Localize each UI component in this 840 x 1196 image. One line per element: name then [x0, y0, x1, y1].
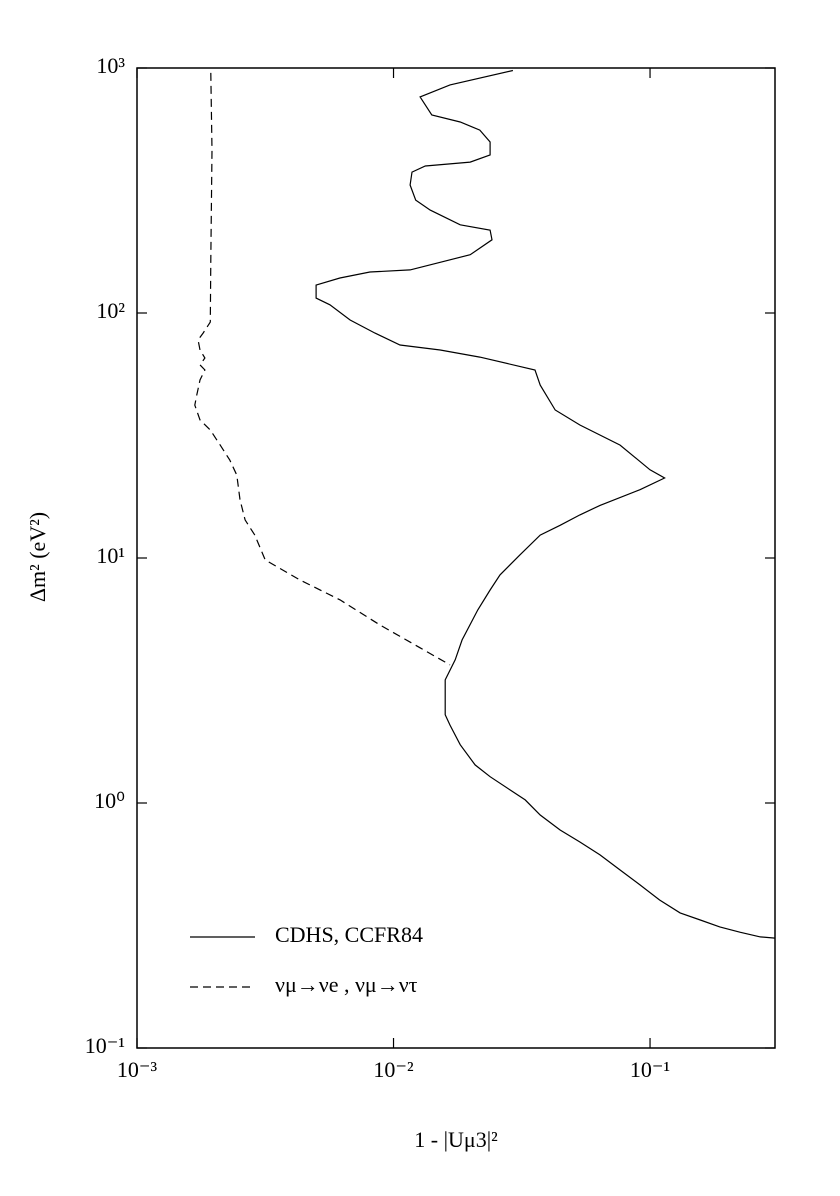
legend-label: νμ→νe , νμ→ντ	[275, 972, 418, 997]
series-line	[315, 69, 776, 939]
x-tick-label: 10⁻³	[117, 1057, 158, 1082]
plot-frame	[136, 67, 776, 1049]
y-tick-label: 10²	[96, 298, 125, 323]
y-tick-label: 10³	[96, 53, 125, 78]
y-tick-label: 10⁰	[94, 788, 125, 813]
y-axis-title: Δm² (eV²)	[25, 512, 50, 602]
x-axis-title: 1 - |Uμ3|²	[414, 1127, 498, 1152]
x-tick-label: 10⁻¹	[630, 1057, 670, 1082]
x-tick-label: 10⁻²	[373, 1057, 414, 1082]
legend-label: CDHS, CCFR84	[275, 922, 423, 947]
series-line	[194, 72, 451, 666]
y-tick-label: 10¹	[96, 543, 125, 568]
y-tick-label: 10⁻¹	[85, 1033, 125, 1058]
